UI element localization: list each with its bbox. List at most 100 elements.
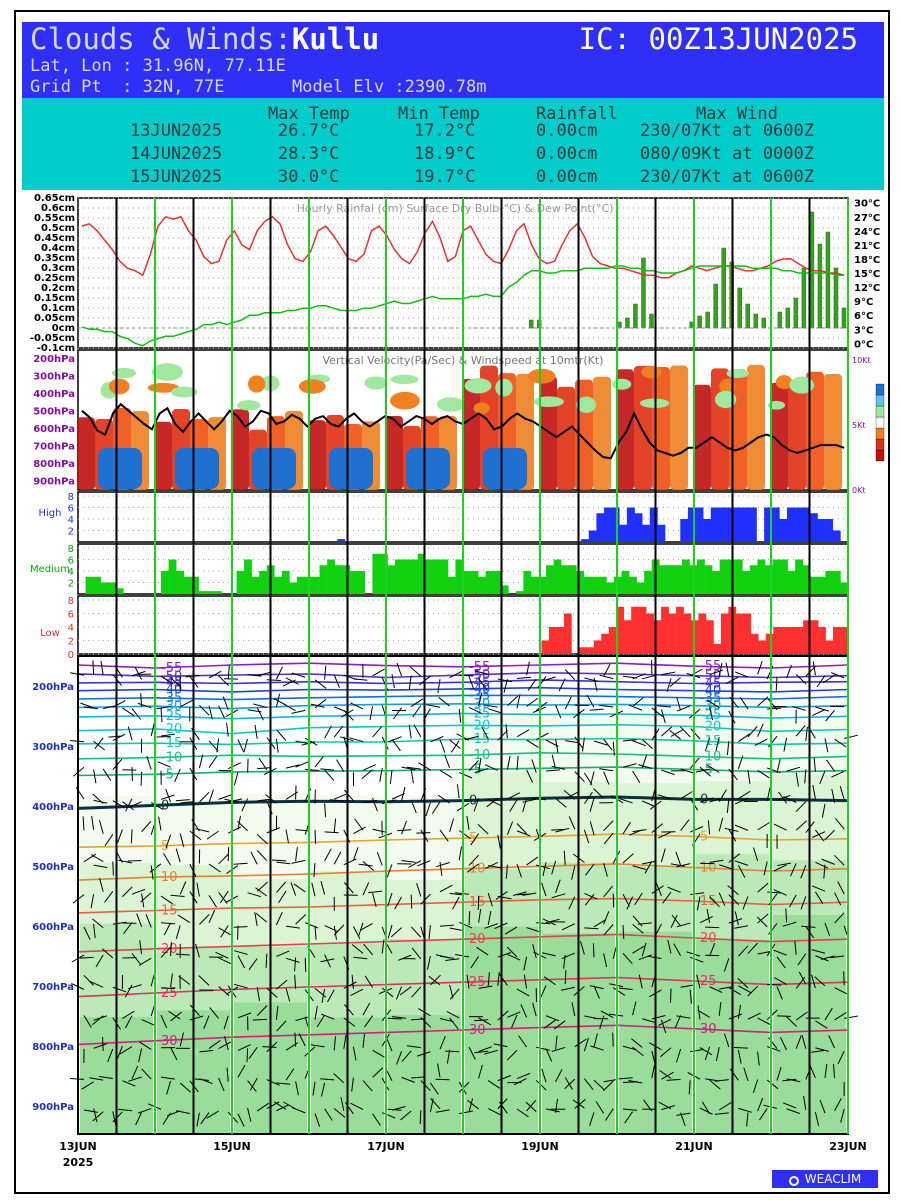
wind-barb xyxy=(589,985,604,990)
wind-barb xyxy=(815,1047,830,1052)
wind-barb xyxy=(725,662,730,677)
vv-blob xyxy=(390,374,419,385)
wind-barb xyxy=(657,705,672,708)
cloud-low-bar xyxy=(593,640,602,654)
xsect-level-label: 600hPa xyxy=(32,922,74,933)
cloud-high-bar xyxy=(337,539,346,542)
wind-barb xyxy=(372,1067,384,1078)
wind-barb xyxy=(343,709,354,721)
wind-barb xyxy=(541,952,556,957)
wind-barb xyxy=(160,895,173,905)
cloud-medium-bar xyxy=(485,571,494,594)
temp-tick-label: 21°C xyxy=(854,241,880,252)
wind-barb xyxy=(551,765,566,770)
wind-barb xyxy=(80,702,94,709)
wind-barb xyxy=(393,707,403,720)
cloud-medium-bar xyxy=(470,571,479,594)
wind-barb xyxy=(795,674,807,685)
wind-barb xyxy=(783,737,788,752)
wind-barb xyxy=(160,946,171,958)
cloud-medium-bar xyxy=(161,571,169,594)
wind-barb xyxy=(590,1045,604,1051)
wind-barb xyxy=(705,926,720,929)
wind-barb xyxy=(249,1077,258,1091)
wind-barb xyxy=(416,882,422,897)
rain-bar xyxy=(785,307,791,329)
wind-barb xyxy=(582,737,585,752)
vv-shade xyxy=(670,365,688,490)
wind-barb xyxy=(327,989,335,1003)
cloud-low-bar xyxy=(623,620,632,654)
wind-barb xyxy=(247,674,262,677)
wind-barb xyxy=(439,861,443,876)
wind-barb xyxy=(439,1036,446,1050)
temp-tick-label: 12°C xyxy=(854,283,880,294)
cloud-medium-bar xyxy=(191,576,200,594)
wind-barb xyxy=(379,768,383,782)
vv-subsidence-shade xyxy=(483,448,527,489)
isotherm-label: 25 xyxy=(469,975,486,990)
wind-barb xyxy=(622,1045,637,1051)
wind-barb xyxy=(386,1037,393,1052)
cloud-medium-bar xyxy=(198,591,207,594)
cloud-medium-bar xyxy=(553,559,562,594)
wind-barb xyxy=(545,1015,560,1022)
wind-barb xyxy=(445,958,460,961)
wind-barb xyxy=(536,1046,551,1051)
wind-barb xyxy=(778,791,788,804)
vv-shade xyxy=(693,384,711,490)
rain-tick-label: 0.1cm xyxy=(41,303,75,314)
wind-barb xyxy=(208,670,222,679)
wind-barb xyxy=(99,878,104,892)
wind-barb xyxy=(776,759,781,774)
wind-barb xyxy=(555,827,570,833)
vv-blob xyxy=(714,390,737,409)
wind-barb xyxy=(324,848,332,862)
wind-barb xyxy=(555,1035,558,1050)
wind-barb xyxy=(459,1110,474,1115)
wind-barb xyxy=(388,736,402,743)
wind-barb xyxy=(545,1108,560,1113)
wind-barb xyxy=(437,1063,441,1078)
wind-barb xyxy=(179,699,193,708)
wind-barb xyxy=(695,768,710,773)
wind-barb xyxy=(372,797,378,812)
rain-tick-label: 0.05cm xyxy=(34,313,75,324)
wind-barb xyxy=(218,1077,225,1092)
logo-ring-icon xyxy=(788,1176,799,1186)
wind-barb xyxy=(290,882,297,896)
wind-barb xyxy=(512,891,527,896)
cloud-medium-bar xyxy=(780,559,788,594)
wind-barb xyxy=(673,943,682,957)
wind-barb xyxy=(477,824,489,835)
wind-barb xyxy=(324,665,327,680)
wind-barb xyxy=(666,678,672,693)
wind-barb xyxy=(163,922,172,936)
wind-barb xyxy=(507,1011,521,1018)
cloud-low-bar xyxy=(750,633,759,654)
wind-barb xyxy=(195,828,210,833)
isotherm-label: 0 xyxy=(469,794,477,809)
wind-barb xyxy=(253,703,267,708)
wind-barb xyxy=(790,863,797,877)
wind-barb xyxy=(124,1015,133,1029)
wind-barb xyxy=(487,798,501,807)
wind-barb xyxy=(474,670,489,675)
wind-barb xyxy=(564,970,567,985)
wind-barb xyxy=(690,1048,705,1053)
cloud-medium-bar xyxy=(787,571,796,594)
wind-barb xyxy=(237,1064,246,1078)
wind-barb xyxy=(285,957,300,963)
wind-barb xyxy=(595,1101,605,1114)
cloud-medium-bar xyxy=(644,571,653,594)
rain-bar xyxy=(689,321,694,329)
wind-barb xyxy=(175,799,190,802)
wind-barb xyxy=(638,764,652,769)
wind-barb xyxy=(629,829,643,836)
isotherm-label: -30 xyxy=(469,697,490,712)
row-rainfall: 0.00cm xyxy=(536,121,598,141)
wind-barb xyxy=(551,1046,566,1052)
wind-barb xyxy=(776,794,791,801)
wind-barb xyxy=(334,793,348,800)
rain-tick-label: 0.3cm xyxy=(41,263,75,274)
